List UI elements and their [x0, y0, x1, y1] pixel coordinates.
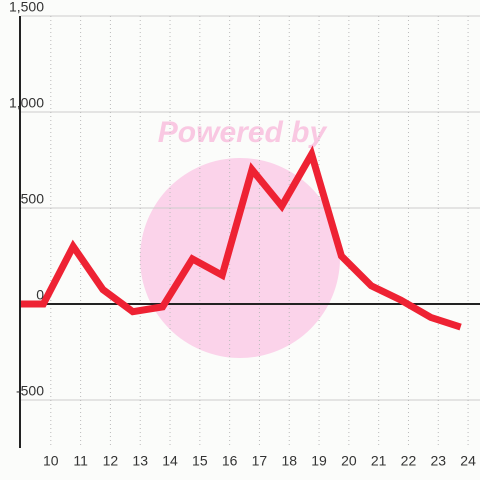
x-tick-label: 19 — [311, 453, 327, 469]
x-tick-label: 14 — [162, 453, 178, 469]
y-tick-label: 1,000 — [9, 95, 44, 111]
x-tick-label: 17 — [252, 453, 268, 469]
x-tick-label: 22 — [401, 453, 417, 469]
x-tick-label: 21 — [371, 453, 387, 469]
x-tick-label: 16 — [222, 453, 238, 469]
x-tick-label: 11 — [73, 453, 88, 469]
y-tick-label: 1,500 — [9, 0, 44, 15]
grid — [19, 15, 480, 448]
x-tick-label: 15 — [192, 453, 208, 469]
plot — [21, 145, 462, 331]
x-tick-label: 20 — [341, 453, 357, 469]
x-tick-label: 24 — [460, 453, 476, 469]
y-tick-label: -500 — [16, 383, 44, 399]
x-tick-label: 12 — [103, 453, 119, 469]
x-tick-label: 18 — [281, 453, 297, 469]
y-tick-label: 500 — [21, 191, 45, 207]
x-tick-label: 23 — [430, 453, 446, 469]
watermark: Powered by — [158, 116, 328, 149]
y-tick-label: 0 — [36, 287, 44, 303]
line-series — [21, 145, 462, 331]
x-tick-label: 13 — [132, 453, 148, 469]
x-tick-label: 10 — [43, 453, 59, 469]
